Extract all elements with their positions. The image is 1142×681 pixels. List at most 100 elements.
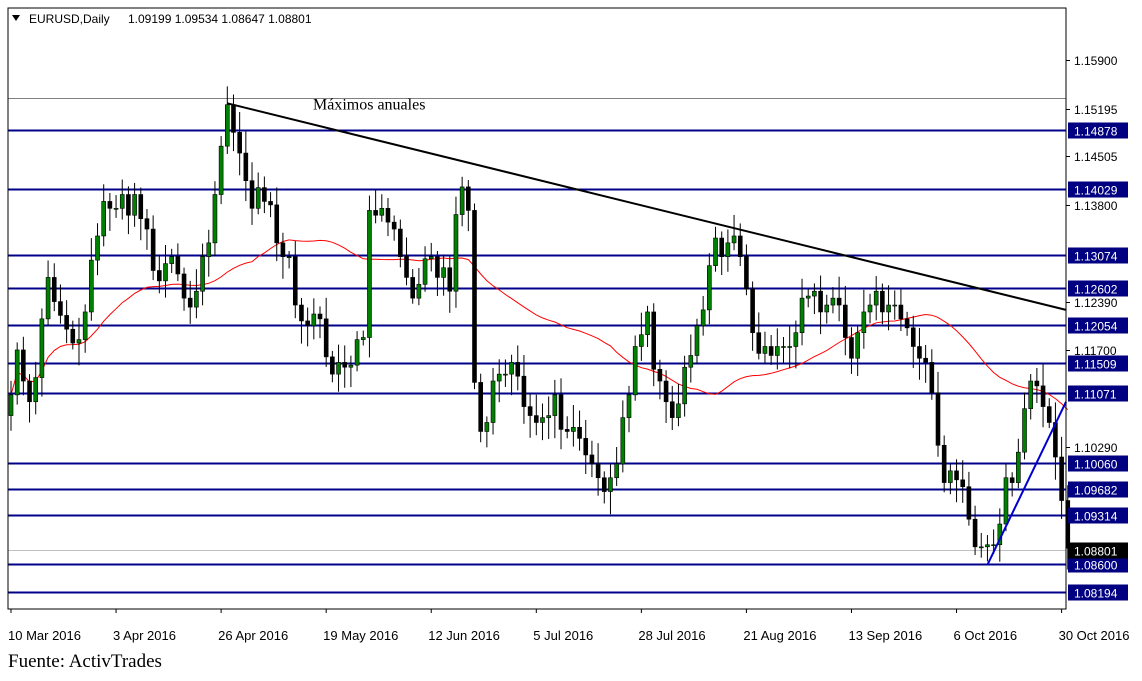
bull-candle [608, 477, 613, 492]
bull-candle [824, 304, 830, 313]
bull-candle [441, 267, 446, 278]
bull-candle [775, 346, 780, 356]
bear-candle [317, 313, 323, 320]
bear-candle [305, 320, 310, 327]
bull-candle [812, 290, 817, 297]
level-marker [1068, 280, 1128, 297]
bull-candle [540, 417, 545, 423]
ohlc-values: 1.09199 1.09534 1.08647 1.08801 [128, 12, 312, 26]
bear-candle [292, 256, 298, 306]
bull-candle [360, 337, 366, 340]
y-tick-label: 1.15195 [1074, 103, 1118, 117]
level-label: 1.12054 [1074, 320, 1118, 334]
bear-candle [231, 104, 236, 133]
bull-candle [626, 394, 632, 418]
bear-candle [1034, 380, 1040, 387]
bull-candle [484, 422, 490, 432]
bull-candle [212, 194, 218, 244]
level-marker [1068, 556, 1128, 573]
triangle-down-icon[interactable] [12, 15, 20, 21]
bear-candle [299, 304, 304, 322]
level-label: 1.14029 [1074, 184, 1118, 198]
bull-candle [496, 373, 502, 382]
bull-candle [645, 311, 650, 336]
x-tick-label: 10 Mar 2016 [8, 628, 81, 643]
bear-candle [737, 235, 743, 257]
candles [8, 86, 1071, 570]
bull-candle [614, 463, 619, 479]
level-label: 1.08194 [1074, 587, 1118, 601]
bull-candle [1022, 408, 1027, 453]
level-label: 1.11509 [1074, 358, 1117, 372]
bull-candle [1003, 477, 1009, 525]
bear-candle [935, 392, 941, 446]
bear-candle [472, 210, 477, 383]
bear-candle [898, 304, 904, 320]
level-marker [1068, 507, 1128, 524]
bull-candle [89, 259, 94, 313]
x-tick-label: 5 Jul 2016 [533, 628, 593, 643]
bear-candle [657, 368, 663, 382]
bull-candle [206, 242, 212, 257]
bear-candle [527, 406, 533, 416]
bull-candle [459, 186, 465, 215]
bear-candle [64, 315, 69, 330]
bull-candle [218, 145, 224, 195]
x-tick-label: 12 Jun 2016 [428, 628, 500, 643]
bear-candle [954, 470, 959, 481]
bear-candle [478, 382, 483, 432]
x-tick-label: 30 Oct 2016 [1059, 628, 1130, 643]
bear-candle [1059, 456, 1064, 501]
bear-candle [917, 346, 922, 359]
bear-candle [756, 332, 762, 354]
bull-candle [731, 235, 737, 244]
bull-candle [571, 427, 576, 432]
symbol-label: EURUSD,Daily [29, 12, 110, 26]
bull-candle [682, 366, 687, 405]
current-price-marker [1068, 542, 1128, 559]
bull-candle [985, 544, 990, 548]
bull-candle [799, 297, 805, 333]
level-marker [1068, 247, 1128, 264]
bull-candle [348, 364, 354, 368]
plot-frame [7, 7, 1067, 610]
bull-candle [688, 355, 694, 368]
bull-candle [978, 546, 984, 549]
bull-candle [781, 346, 786, 348]
level-marker [1068, 181, 1128, 198]
bear-candle [21, 349, 26, 382]
bear-candle [564, 429, 570, 432]
bull-candle [830, 297, 836, 306]
bull-candle [855, 332, 860, 359]
level-label: 1.10060 [1074, 458, 1118, 472]
level-label: 1.09682 [1074, 484, 1118, 498]
y-tick-label: 1.15900 [1074, 54, 1118, 68]
bull-candle [95, 235, 100, 261]
bull-candle [286, 256, 292, 258]
bear-candle [274, 204, 280, 244]
bull-candle [552, 394, 558, 416]
bull-candle [132, 194, 137, 216]
source-caption: Fuente: ActivTrades [8, 651, 162, 672]
bull-candle [163, 263, 168, 282]
bear-candle [515, 362, 521, 377]
level-marker [1068, 122, 1128, 139]
bear-candle [669, 401, 675, 418]
bear-candle [138, 194, 144, 219]
bear-candle [243, 152, 249, 182]
bull-candle [39, 318, 45, 378]
y-tick-label: 1.12390 [1074, 296, 1118, 310]
bear-candle [589, 454, 595, 465]
bear-candle [910, 327, 916, 347]
bull-candle [311, 313, 317, 327]
level-label: 1.13074 [1074, 250, 1118, 264]
bear-candle [323, 318, 329, 358]
bear-candle [391, 221, 397, 230]
x-tick-label: 19 May 2016 [323, 628, 398, 643]
bear-candle [880, 290, 885, 313]
current-price-label: 1.08801 [1074, 545, 1118, 559]
bull-candle [45, 277, 51, 320]
y-tick-label: 1.13800 [1074, 199, 1118, 213]
bull-candle [416, 284, 422, 299]
bull-candle [422, 258, 428, 285]
